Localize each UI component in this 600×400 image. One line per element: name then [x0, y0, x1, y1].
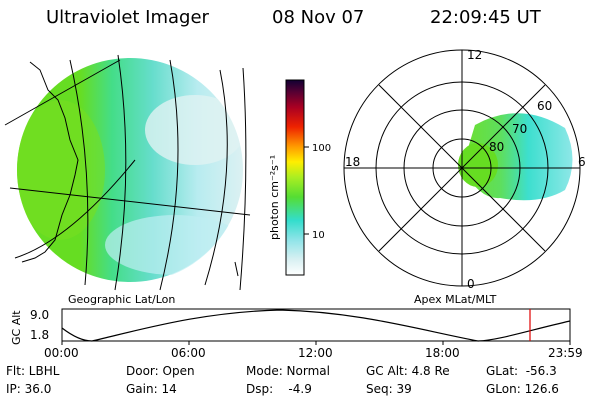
mlt-label-18: 18 — [345, 155, 360, 169]
altitude-curve — [61, 309, 571, 342]
alt-y-label: GC Alt — [10, 310, 23, 345]
mlat-label-60: 60 — [537, 99, 552, 113]
colorbar-tick-100: 100 — [312, 143, 331, 154]
geo-caption: Geographic Lat/Lon — [68, 293, 175, 306]
altitude-plot-frame — [61, 308, 571, 342]
mlat-label-80: 80 — [489, 140, 504, 154]
colorbar-ticks — [304, 146, 309, 235]
geographic-grid — [4, 54, 251, 291]
status-gc-alt: GC Alt: 4.8 Re — [366, 364, 450, 378]
alt-x-tick-1800: 18:00 — [425, 346, 460, 360]
status-dsp: Dsp: -4.9 — [246, 382, 312, 396]
colorbar-unit-label: photon cm⁻²s⁻¹ — [268, 155, 281, 240]
status-flt: Flt: LBHL — [6, 364, 60, 378]
status-mode: Mode: Normal — [246, 364, 330, 378]
polar-grid — [343, 49, 581, 287]
alt-x-tick-0600: 06:00 — [171, 346, 206, 360]
alt-y-tick-9: 9.0 — [30, 308, 49, 322]
polar-caption: Apex MLat/MLT — [414, 293, 497, 306]
status-glat: GLat: -56.3 — [486, 364, 557, 378]
status-door: Door: Open — [126, 364, 195, 378]
alt-y-tick-1-8: 1.8 — [30, 328, 49, 342]
colorbar — [285, 79, 305, 276]
instrument-title: Ultraviolet Imager — [46, 7, 209, 28]
mlt-label-0: 0 — [467, 277, 475, 291]
mlt-label-6: 6 — [578, 155, 586, 169]
time-label: 22:09:45 UT — [430, 7, 541, 28]
status-glon: GLon: 126.6 — [486, 382, 559, 396]
altitude-x-ticks — [61, 341, 571, 345]
polar-image — [458, 113, 573, 201]
date-label: 08 Nov 07 — [272, 7, 365, 28]
status-ip: IP: 36.0 — [6, 382, 52, 396]
alt-x-tick-1200: 12:00 — [298, 346, 333, 360]
mlat-label-70: 70 — [512, 122, 527, 136]
mlt-label-12: 12 — [467, 48, 482, 62]
alt-x-tick-2359: 23:59 — [548, 346, 583, 360]
status-gain: Gain: 14 — [126, 382, 177, 396]
colorbar-tick-10: 10 — [312, 230, 325, 241]
status-seq: Seq: 39 — [366, 382, 412, 396]
alt-x-tick-0000: 00:00 — [44, 346, 79, 360]
